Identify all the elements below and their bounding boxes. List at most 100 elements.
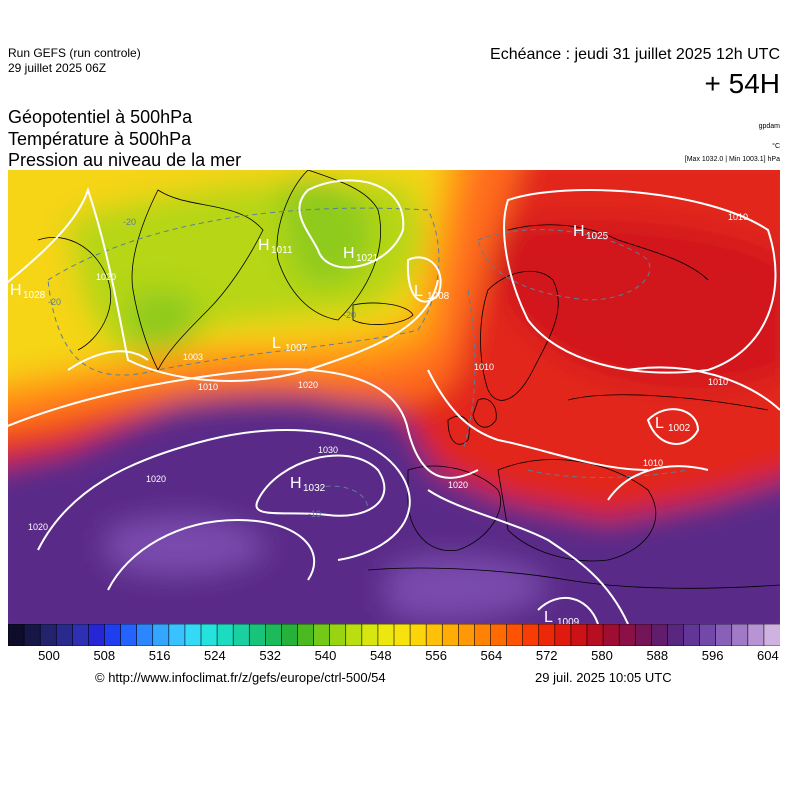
run-date: 29 juillet 2025 06Z [8,61,107,75]
scale-tick-label: 572 [535,648,558,663]
svg-text:L: L [655,415,664,432]
scale-swatch [361,624,379,646]
param-geopotential: Géopotentiel à 500hPa [8,107,193,127]
scale-swatch [522,624,540,646]
scale-swatch [104,624,122,646]
scale-swatch [248,624,267,646]
temp-label: -20 [48,297,61,307]
svg-text:1009: 1009 [557,617,580,624]
color-scale [8,624,780,646]
scale-ticks: 500 508 516 524 532 540 548 556 564 572 580 588 596 6… [8,648,780,668]
param-temperature: Température à 500hPa [8,129,192,149]
scale-swatch [474,624,492,646]
isobar-label: 1020 [96,272,116,282]
isobar-label: 1020 [146,474,166,484]
svg-text:H: H [290,475,302,492]
scale-tick-label: 580 [591,648,613,663]
svg-text:1028: 1028 [23,290,46,301]
scale-swatch [763,624,780,646]
svg-text:1032: 1032 [303,483,326,494]
scale-tick-label: 500 [38,648,60,663]
isobar-label: 1003 [183,352,203,362]
temperature-contours [47,207,689,511]
isobar-labels: 1010 1020 1030 1003 1020 1010 1010 1020 … [28,212,748,532]
isobar-label: 1010 [728,212,748,222]
pressure-centers: H 1028 H 1011 H 1021 L 1008 H 1025 L 1007 H 103… [10,223,691,624]
pressure-center: H 1021 [343,245,379,264]
pressure-center: L 1002 [655,415,691,434]
pressure-center: L 1007 [272,335,308,354]
svg-text:1002: 1002 [668,423,691,434]
svg-text:H: H [258,237,270,254]
svg-text:L: L [272,335,281,352]
pressure-center: H 1011 [258,237,293,256]
scale-swatch [715,624,733,646]
svg-text:H: H [10,282,22,299]
scale-swatch [634,624,653,646]
isobar-label: 1030 [318,445,338,455]
scale-swatch [651,624,669,646]
scale-swatch [8,624,25,646]
scale-swatch [200,624,218,646]
coastlines [37,170,780,589]
scale-swatch [618,624,637,646]
isobars [8,179,780,624]
scale-tick-label: 588 [646,648,669,663]
temperature-labels: -20 -20 -20 -10 [48,217,356,519]
scale-swatch [297,624,315,646]
isobar-label: 1010 [643,458,663,468]
scale-swatch [72,624,90,646]
isobar-label: 1020 [298,380,318,390]
svg-text:H: H [343,245,355,262]
scale-swatch [506,624,524,646]
pressure-center: L 1009 [544,609,580,624]
pressure-center: H 1028 [10,282,46,301]
scale-swatch [23,624,42,646]
scale-tick-label: 508 [93,648,116,663]
isobar-label: 1010 [708,377,728,387]
scale-swatch [683,624,701,646]
scale-swatch [120,624,138,646]
scale-swatch [313,624,331,646]
scale-swatch [265,624,283,646]
scale-swatch [586,624,604,646]
svg-text:1007: 1007 [285,343,308,354]
scale-tick-label: 596 [701,648,724,663]
svg-text:1021: 1021 [356,253,379,264]
scale-swatch [152,624,170,646]
isobar-label: 1020 [448,480,468,490]
scale-swatch [425,624,444,646]
scale-swatch [281,624,299,646]
scale-swatch [88,624,106,646]
valid-time: Echéance : jeudi 31 juillet 2025 12h UTC [490,46,780,63]
scale-swatch [377,624,395,646]
temp-label: -20 [123,217,136,227]
scale-swatch [602,624,621,646]
scale-swatch [747,624,765,646]
temp-label: -20 [343,310,356,320]
scale-swatch [55,624,74,646]
scale-swatch [538,624,556,646]
svg-text:L: L [414,283,423,300]
pressure-center: L 1008 [414,283,450,302]
svg-text:1011: 1011 [271,245,293,256]
scale-swatch [232,624,251,646]
unit-pressure: [Max 1032.0 | Min 1003.1] hPa [684,156,780,163]
scale-swatch [699,624,717,646]
svg-text:L: L [544,609,553,624]
isobar-label: 1010 [474,362,494,372]
unit-geopotential: gpdam [758,123,780,130]
svg-text:1025: 1025 [586,231,609,242]
isobar-label: 1020 [28,522,48,532]
scale-tick-label: 556 [425,648,447,663]
isobar-label: 1010 [198,382,218,392]
temp-label: -10 [308,509,321,519]
scale-swatch [731,624,749,646]
scale-swatch [490,624,508,646]
svg-text:1008: 1008 [427,291,450,302]
scale-swatch [39,624,58,646]
scale-swatch [329,624,347,646]
pressure-center: H 1032 [290,475,326,494]
scale-swatch [667,624,685,646]
source-credit: © http://www.infoclimat.fr/z/gefs/europe… [95,670,386,685]
